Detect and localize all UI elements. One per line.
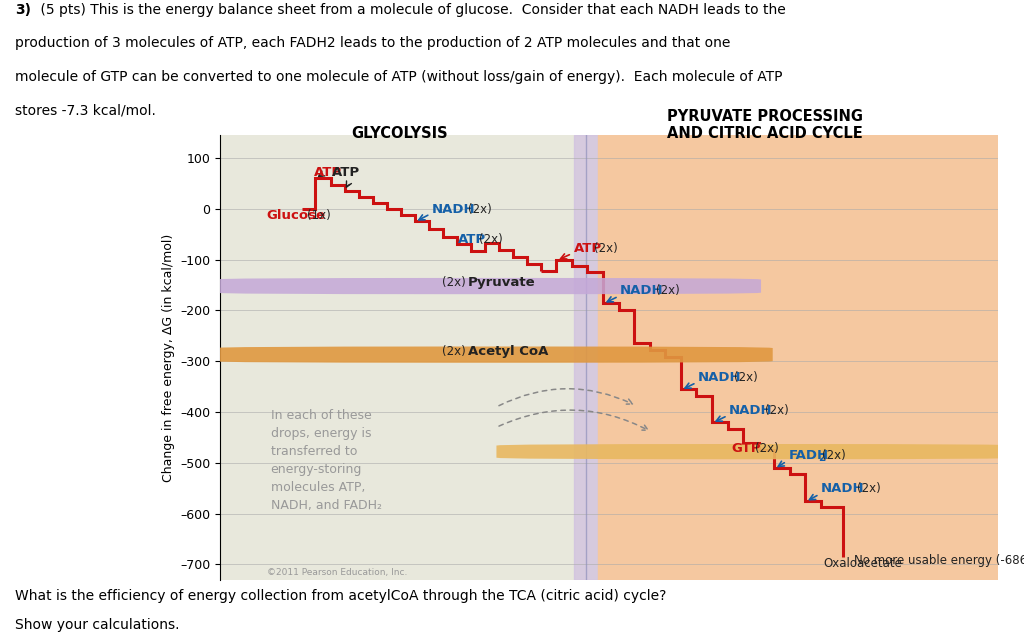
Text: 3): 3) <box>15 3 32 17</box>
Text: No more usable energy (-686): No more usable energy (-686) <box>854 554 1024 567</box>
Text: ATP: ATP <box>573 242 602 255</box>
FancyBboxPatch shape <box>212 278 761 294</box>
Text: (2x): (2x) <box>442 276 466 289</box>
Text: ATP: ATP <box>313 166 342 179</box>
Text: Glucose: Glucose <box>267 209 326 222</box>
Text: (2x): (2x) <box>765 404 788 417</box>
Text: (2x): (2x) <box>857 482 881 495</box>
Bar <box>574 135 598 580</box>
Text: (2x): (2x) <box>755 442 778 455</box>
Text: PYRUVATE PROCESSING
AND CITRIC ACID CYCLE: PYRUVATE PROCESSING AND CITRIC ACID CYCL… <box>667 109 863 141</box>
Text: Pyruvate: Pyruvate <box>468 276 536 289</box>
Text: ATP: ATP <box>332 166 359 179</box>
Text: (2x): (2x) <box>734 370 758 384</box>
Bar <box>220 135 574 580</box>
Text: (2x): (2x) <box>656 284 680 297</box>
Text: Acetyl CoA: Acetyl CoA <box>468 345 548 358</box>
Text: ©2011 Pearson Education, Inc.: ©2011 Pearson Education, Inc. <box>267 567 408 576</box>
Text: NADH: NADH <box>821 482 864 495</box>
Text: NADH: NADH <box>432 203 475 216</box>
Text: molecule of GTP can be converted to one molecule of ATP (without loss/gain of en: molecule of GTP can be converted to one … <box>15 70 782 84</box>
Text: (2x): (2x) <box>821 450 846 462</box>
Text: (1x): (1x) <box>307 209 331 222</box>
Text: (2x): (2x) <box>468 203 492 216</box>
Text: NADH: NADH <box>698 370 741 384</box>
Text: NADH: NADH <box>729 404 773 417</box>
Text: In each of these
drops, energy is
transferred to
energy-storing
molecules ATP,
N: In each of these drops, energy is transf… <box>270 410 382 513</box>
Text: GTP: GTP <box>731 442 761 455</box>
Text: (2x): (2x) <box>442 345 466 358</box>
Text: GLYCOLYSIS: GLYCOLYSIS <box>351 126 447 141</box>
Text: Show your calculations.: Show your calculations. <box>15 618 180 632</box>
Text: What is the efficiency of energy collection from acetylCoA through the TCA (citr: What is the efficiency of energy collect… <box>15 589 667 603</box>
Text: (2x): (2x) <box>595 242 618 255</box>
Text: stores -7.3 kcal/mol.: stores -7.3 kcal/mol. <box>15 103 157 117</box>
Text: production of 3 molecules of ATP, each FADH2 leads to the production of 2 ATP mo: production of 3 molecules of ATP, each F… <box>15 36 731 50</box>
Bar <box>598 135 998 580</box>
Text: ATP: ATP <box>458 233 485 247</box>
FancyBboxPatch shape <box>212 346 773 363</box>
Text: 2: 2 <box>818 453 825 463</box>
Text: Oxaloacetate: Oxaloacetate <box>823 558 902 571</box>
Text: NADH: NADH <box>621 284 664 297</box>
FancyBboxPatch shape <box>497 444 1020 459</box>
Y-axis label: Change in free energy, ΔG (in kcal/mol): Change in free energy, ΔG (in kcal/mol) <box>162 233 175 482</box>
Text: (2x): (2x) <box>478 233 503 247</box>
Text: FADH: FADH <box>788 450 828 462</box>
Text: (5 pts) This is the energy balance sheet from a molecule of glucose.  Consider t: (5 pts) This is the energy balance sheet… <box>36 3 785 17</box>
